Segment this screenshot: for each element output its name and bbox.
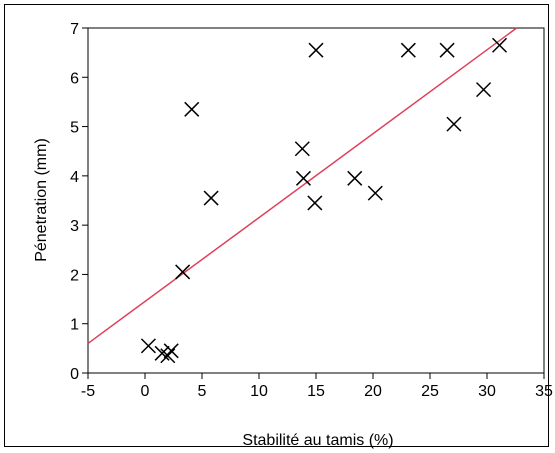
data-point (140, 338, 156, 354)
y-tick-label: 7 (70, 21, 79, 38)
y-tick-label: 4 (70, 169, 79, 186)
data-point (160, 348, 176, 364)
y-tick-label: 2 (70, 267, 79, 284)
x-tick-label: 10 (250, 383, 268, 400)
data-point (175, 264, 191, 280)
data-point (154, 345, 170, 361)
data-point (307, 195, 323, 211)
data-point (446, 116, 462, 132)
x-tick-label: 0 (141, 383, 150, 400)
data-point (163, 343, 179, 359)
x-axis-label: Stabilité au tamis (%) (242, 432, 393, 449)
y-tick-label: 0 (70, 366, 79, 383)
regression-line (87, 27, 518, 345)
plot-area-border (87, 27, 545, 374)
x-tick-label: 25 (421, 383, 439, 400)
data-point (476, 82, 492, 98)
y-tick-label: 1 (70, 317, 79, 334)
data-point (347, 170, 363, 186)
x-tick-label: 15 (307, 383, 325, 400)
data-point (294, 141, 310, 157)
x-tick-label: -5 (81, 383, 95, 400)
x-tick-label: 5 (198, 383, 207, 400)
y-axis-label: Pénetration (mm) (33, 138, 50, 262)
y-tick-label: 3 (70, 218, 79, 235)
data-point (439, 42, 455, 58)
data-point (308, 42, 324, 58)
y-tick-label: 5 (70, 120, 79, 137)
x-tick-label: 35 (535, 383, 553, 400)
x-tick-label: 30 (478, 383, 496, 400)
data-point (492, 37, 508, 53)
data-point (203, 190, 219, 206)
x-tick-label: 20 (364, 383, 382, 400)
data-point (367, 185, 383, 201)
data-point (400, 42, 416, 58)
y-tick-label: 6 (70, 70, 79, 87)
data-point (295, 170, 311, 186)
data-point (184, 101, 200, 117)
